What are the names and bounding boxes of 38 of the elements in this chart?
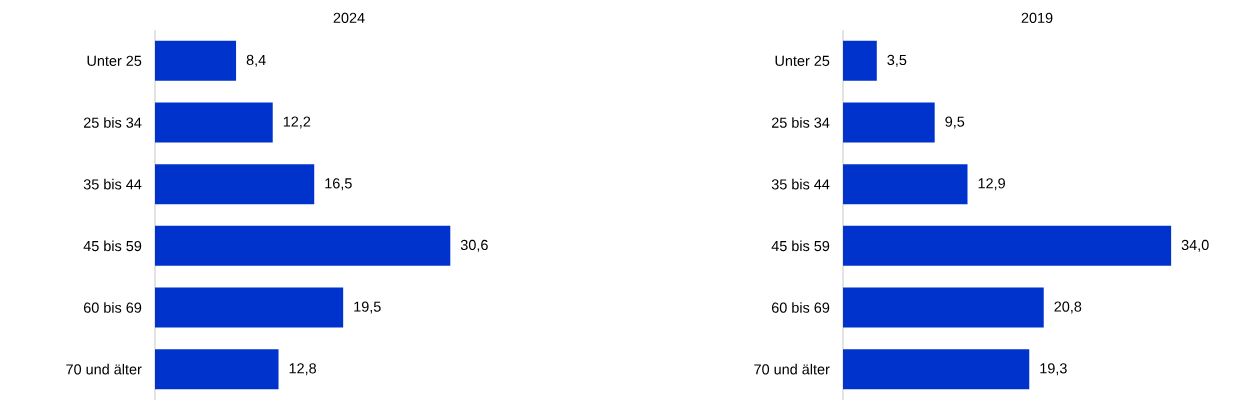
y-tick-label: 45 bis 59 — [83, 240, 142, 252]
chart-title: 2024 — [333, 12, 365, 24]
data-label: 19,3 — [1040, 363, 1067, 376]
y-tick-label: 35 bis 44 — [83, 178, 142, 190]
data-label: 12,9 — [978, 178, 1005, 191]
bar — [843, 349, 1030, 390]
data-label: 9,5 — [945, 116, 965, 129]
bar — [155, 40, 237, 81]
chart-title: 2019 — [1021, 12, 1053, 24]
bar — [843, 287, 1044, 328]
data-label: 20,8 — [1054, 301, 1082, 314]
data-label: 12,2 — [283, 116, 311, 129]
data-label: 3,5 — [887, 54, 907, 67]
bar — [843, 40, 877, 81]
data-label: 19,5 — [354, 301, 381, 314]
y-tick-label: 70 und älter — [754, 363, 830, 375]
y-tick-label: 60 bis 69 — [83, 302, 142, 313]
bar — [843, 102, 935, 143]
data-label: 16,5 — [325, 178, 352, 191]
bar — [155, 349, 279, 390]
bar — [155, 287, 344, 328]
y-tick-label: Unter 25 — [87, 55, 142, 67]
y-tick-label: 25 bis 34 — [771, 117, 830, 128]
data-label: 8,4 — [246, 54, 266, 67]
y-tick-label: 35 bis 44 — [771, 178, 830, 190]
y-tick-label: Unter 25 — [775, 55, 830, 67]
bar — [843, 164, 968, 205]
bar — [843, 225, 1172, 266]
bar — [155, 164, 315, 205]
y-tick-label: 25 bis 34 — [83, 117, 142, 128]
data-label: 34,0 — [1181, 239, 1209, 252]
bar — [155, 225, 451, 266]
y-tick-label: 60 bis 69 — [771, 302, 830, 313]
y-tick-label: 70 und älter — [66, 363, 142, 375]
data-label: 30,6 — [460, 239, 488, 252]
bar — [155, 102, 273, 143]
y-tick-label: 45 bis 59 — [771, 240, 830, 252]
data-label: 12,8 — [289, 363, 317, 376]
